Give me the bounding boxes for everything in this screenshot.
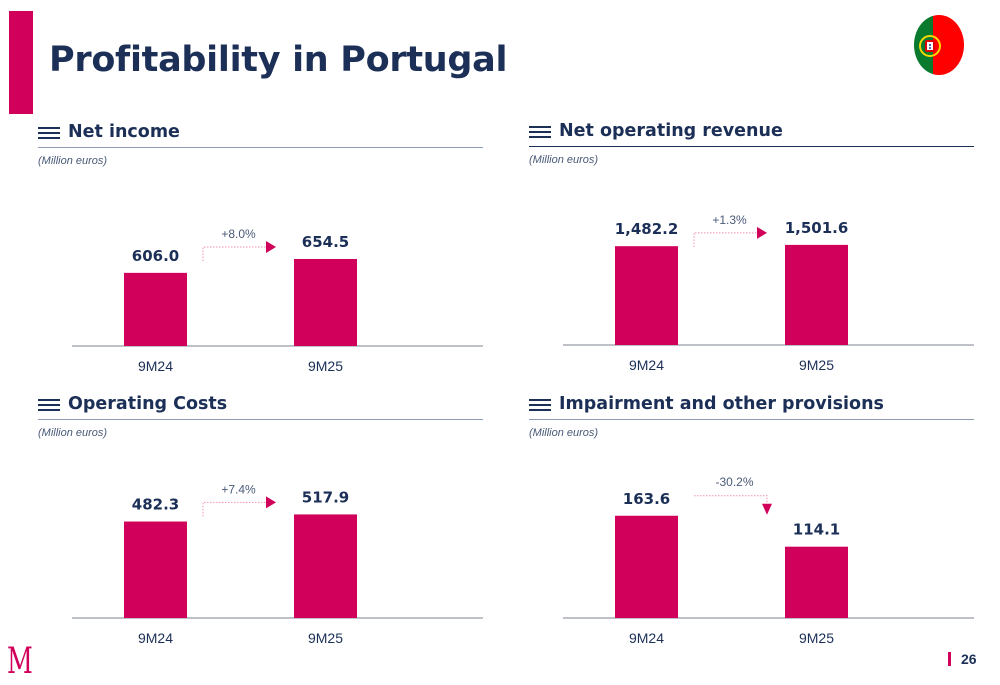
unit-label: (Million euros) [529,427,599,439]
panel-header: Net income [38,119,483,148]
category-label: 9M24 [629,357,664,373]
operating-costs-chart: 482.3 9M24 517.9 9M25 +7.4% [72,482,483,646]
net-income-panel: Net income (Million euros) 606.0 9M24 654.… [38,119,483,374]
page-title: Profitability in Portugal [49,40,508,80]
category-label: 9M25 [308,358,343,374]
change-percentage-label: +1.3% [712,213,747,227]
category-label: 9M24 [629,630,664,646]
change-percentage-label: -30.2% [715,475,753,489]
unit-label: (Million euros) [529,154,599,166]
bar-value-label: 654.5 [302,233,349,251]
category-label: 9M25 [799,357,834,373]
operating-costs-panel: Operating Costs (Million euros) 482.3 9M2… [38,391,483,646]
menu-lines-icon [529,399,551,411]
arrow-right-icon [266,241,276,253]
category-label: 9M24 [138,630,173,646]
bar-value-label: 1,482.2 [615,220,679,238]
net-operating-revenue-chart: 1,482.2 9M24 1,501.6 9M25 +1.3% [563,213,974,373]
bar-9m25 [785,244,848,345]
bar-9m25 [294,514,357,618]
change-connector-line [694,495,768,504]
change-percentage-label: +7.4% [221,482,256,496]
net-income-chart: 606.0 9M24 654.5 9M25 +8.0% [72,227,483,374]
arrow-right-icon [757,226,767,239]
bar-value-label: 606.0 [132,247,179,265]
bar-value-label: 517.9 [302,488,349,506]
portugal-flag-icon [914,15,964,75]
panel-title: Impairment and other provisions [559,394,884,414]
net-operating-revenue-panel: Net operating revenue (Million euros) 1,… [529,118,974,373]
bar-value-label: 482.3 [132,496,179,514]
unit-label: (Million euros) [38,427,108,439]
unit-label: (Million euros) [38,155,108,167]
change-connector-line [202,246,268,261]
change-percentage-label: +8.0% [221,227,256,241]
panel-title: Operating Costs [68,394,228,414]
panel-header: Impairment and other provisions [529,391,974,420]
bar-9m24 [615,515,678,618]
menu-lines-icon [529,126,551,138]
bar-9m24 [124,521,187,618]
category-label: 9M25 [799,630,834,646]
bar-9m25 [785,546,848,618]
menu-lines-icon [38,399,60,411]
arrow-down-icon [762,503,772,515]
brand-logo: M [7,641,33,682]
impairment-panel: Impairment and other provisions (Million… [529,391,974,646]
category-label: 9M25 [308,630,343,646]
menu-lines-icon [38,127,60,139]
panel-title: Net income [68,122,180,142]
arrow-right-icon [266,496,276,509]
bar-9m25 [294,259,357,346]
bar-9m24 [615,246,678,345]
page-number-accent [948,652,951,666]
panel-header: Operating Costs [38,391,483,420]
bar-9m24 [124,272,187,346]
panel-title: Net operating revenue [559,121,783,141]
change-connector-line [202,501,268,517]
bar-value-label: 1,501.6 [785,219,849,237]
panel-header: Net operating revenue [529,118,974,147]
impairment-chart: 163.6 9M24 114.1 9M25 -30.2% [563,475,974,646]
change-connector-line [693,232,759,247]
page-number: 26 [961,651,977,667]
bar-value-label: 163.6 [623,490,670,508]
category-label: 9M24 [138,358,173,374]
bar-value-label: 114.1 [793,521,840,539]
title-accent-bar [9,11,33,114]
